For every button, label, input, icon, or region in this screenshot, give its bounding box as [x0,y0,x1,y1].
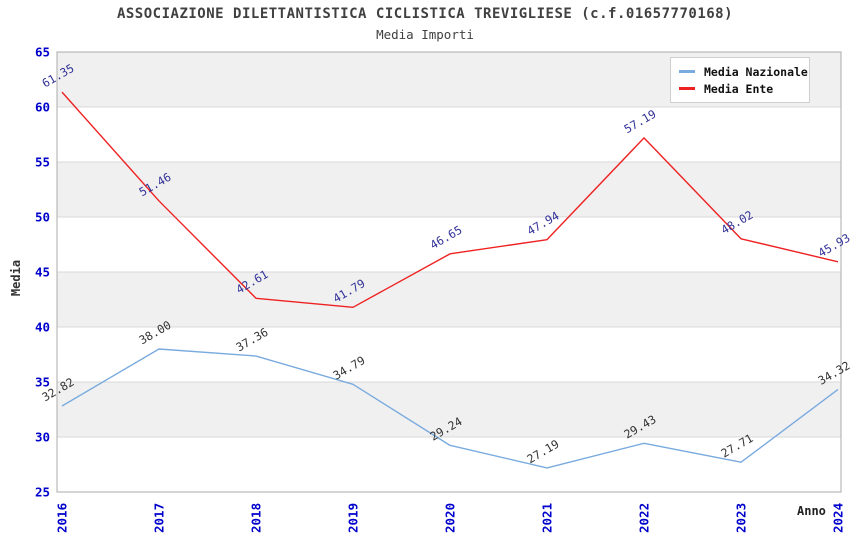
y-tick-label: 35 [35,375,50,390]
legend-label: Media Nazionale [704,64,808,79]
grid-band [57,217,841,272]
y-tick-label: 30 [35,430,50,445]
grid-band [57,437,841,492]
x-axis-title: Anno [797,504,826,518]
y-tick-label: 45 [35,265,50,280]
legend-item-media-nazionale: Media Nazionale [679,63,808,80]
x-tick-label: 2019 [346,503,361,533]
grid-band [57,327,841,382]
legend: Media Nazionale Media Ente [670,57,810,103]
legend-item-media-ente: Media Ente [679,80,801,97]
y-tick-label: 55 [35,155,50,170]
x-tick-label: 2016 [55,503,70,533]
media-ente-line-swatch-icon [679,87,695,90]
x-tick-label: 2021 [540,503,555,533]
media-nazionale-line-swatch-icon [679,70,695,73]
y-tick-label: 25 [35,485,50,500]
x-tick-label: 2022 [637,503,652,533]
y-axis-title: Media [9,259,23,297]
grid-band [57,382,841,437]
x-tick-label: 2023 [734,503,749,533]
x-tick-label: 2018 [249,503,264,533]
chart-title: ASSOCIAZIONE DILETTANTISTICA CICLISTICA … [116,6,734,22]
legend-label: Media Ente [704,81,774,96]
x-tick-label: 2017 [152,503,167,533]
y-tick-label: 50 [35,210,50,225]
y-tick-label: 65 [35,45,50,60]
x-tick-label: 2024 [831,503,846,533]
grid-band [57,162,841,217]
x-tick-label: 2020 [443,503,458,533]
series-line-media-ente [61,91,839,309]
grid-band [57,272,841,327]
y-tick-label: 60 [35,100,50,115]
y-tick-label: 40 [35,320,50,335]
chart-subtitle: Media Importi [376,27,474,42]
plot-border [56,51,842,493]
grid-band [57,107,841,162]
series-line-media-nazionale [61,348,839,469]
